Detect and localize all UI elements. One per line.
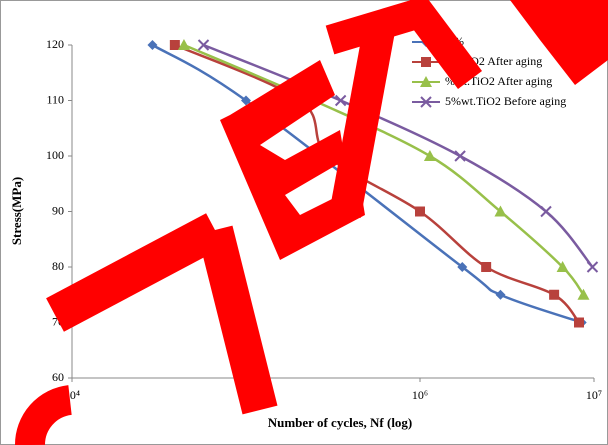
marker — [415, 207, 425, 217]
y-tick-label: 90 — [52, 203, 64, 217]
chart: Stress(MPa) Number of cycles, Nf (log) 0… — [0, 0, 608, 445]
y-axis-title: Stress(MPa) — [9, 177, 24, 245]
marker — [421, 57, 431, 67]
marker — [574, 318, 584, 328]
y-tick-label: 120 — [46, 37, 64, 51]
y-tick-label: 60 — [52, 370, 64, 384]
x-tick-label: 10⁶ — [412, 388, 428, 402]
marker — [170, 40, 180, 50]
legend-label: 5%wt.TiO2 Before aging — [445, 94, 566, 108]
marker — [549, 290, 559, 300]
x-axis-title: Number of cycles, Nf (log) — [268, 415, 413, 430]
y-tick-label: 80 — [52, 259, 64, 273]
x-tick-label: 10⁷ — [586, 388, 602, 402]
y-tick-label: 110 — [46, 92, 64, 106]
marker — [481, 262, 491, 272]
y-tick-label: 100 — [46, 148, 64, 162]
